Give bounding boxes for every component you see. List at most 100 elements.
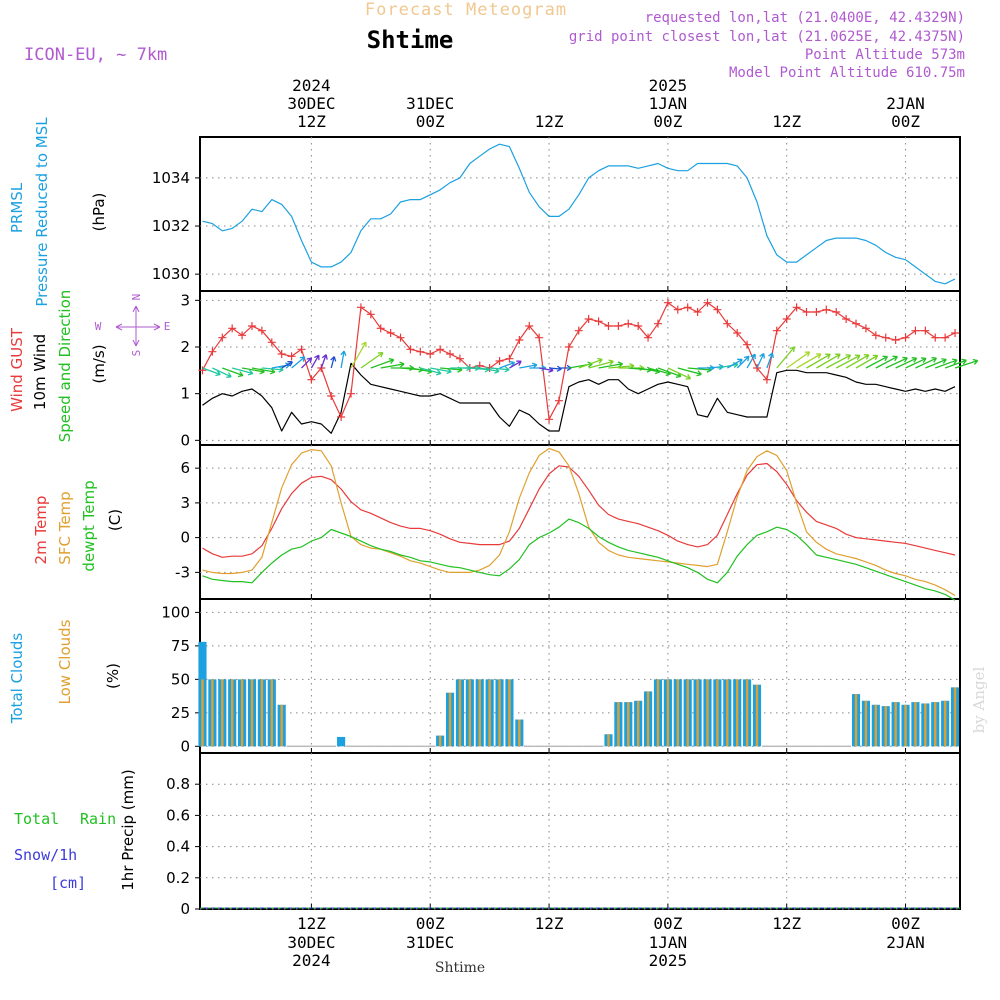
y-tick-label-precip: 0 — [180, 900, 190, 918]
gust-marker — [436, 345, 445, 354]
wind-label-10m: 10m Wind — [31, 334, 49, 410]
wind-direction-arrow — [261, 366, 284, 373]
gust-marker — [842, 315, 851, 323]
gust-marker — [287, 352, 296, 361]
low-cloud-bar — [627, 702, 630, 747]
gust-marker — [564, 343, 573, 351]
y-tick-label-precip: 0.2 — [166, 869, 190, 887]
low-cloud-bar — [686, 679, 689, 747]
compass-s: S — [130, 350, 143, 357]
gust-marker — [812, 308, 821, 316]
wind-direction-arrow — [826, 354, 852, 369]
y-tick-label-clouds: 100 — [161, 603, 190, 621]
bottom-time-label: 12Z — [535, 914, 564, 933]
gust-marker — [713, 305, 722, 314]
temp-dewpt-line — [202, 518, 956, 601]
low-cloud-bar — [280, 704, 283, 747]
gust-marker — [832, 308, 841, 316]
top-time-label: 12Z — [297, 112, 326, 131]
y-tick-label-temperature: 0 — [180, 529, 190, 547]
low-cloud-bar — [904, 704, 907, 747]
title-forecast-meteogram: Forecast Meteogram — [365, 0, 567, 20]
gust-marker — [545, 415, 554, 424]
gust-marker — [366, 310, 375, 319]
panel-frame-clouds — [199, 598, 961, 754]
low-cloud-bar — [636, 700, 640, 747]
low-cloud-bar — [478, 679, 481, 747]
pressure-unit: (hPa) — [90, 193, 108, 232]
gust-marker — [782, 315, 791, 323]
y-tick-label-wind: 1 — [180, 385, 190, 403]
gust-marker — [515, 336, 524, 344]
wind-direction-arrow — [291, 356, 306, 369]
bottom-time-label: 12Z — [297, 914, 326, 933]
y-tick-label-clouds: 50 — [171, 670, 190, 688]
low-cloud-bar — [696, 679, 699, 747]
grid-point-coords: grid point closest lon,lat (21.0625E, 42… — [569, 29, 965, 45]
wind-direction-arrow — [855, 354, 879, 369]
wind-direction-arrow — [380, 361, 405, 369]
gust-marker — [228, 324, 237, 333]
clouds-label-total: Total Clouds — [8, 633, 26, 725]
wind-direction-arrow — [736, 355, 750, 369]
gust-marker — [683, 303, 692, 312]
wind-direction-arrow — [588, 359, 614, 369]
low-cloud-bar — [716, 679, 719, 747]
wind-direction-arrow — [667, 367, 692, 380]
low-cloud-bar — [498, 679, 501, 747]
low-cloud-bar — [726, 679, 729, 747]
gust-marker — [446, 350, 455, 358]
low-cloud-bar — [745, 679, 749, 747]
wind-direction-arrow — [320, 354, 328, 369]
low-cloud-bar — [884, 706, 887, 747]
low-cloud-bar — [874, 704, 878, 747]
temp-unit: (C) — [106, 509, 124, 531]
low-cloud-bar — [914, 702, 917, 747]
low-cloud-bar — [617, 702, 620, 747]
gust-marker — [584, 315, 593, 323]
gust-marker — [307, 375, 316, 384]
gust-marker — [663, 298, 672, 307]
low-cloud-bar — [458, 679, 462, 747]
wind-direction-arrow — [202, 367, 221, 377]
gust-marker — [931, 333, 940, 342]
wind-direction-arrow — [212, 367, 232, 378]
gust-marker — [198, 366, 207, 375]
wind-direction-arrow — [281, 361, 294, 369]
y-tick-label-clouds: 0 — [180, 737, 190, 755]
low-cloud-bar — [201, 679, 204, 747]
temp-label-dewpt: dewpt Temp — [80, 480, 98, 571]
gust-marker — [911, 326, 920, 335]
gust-marker — [426, 350, 435, 358]
compass-rose: N E W S — [95, 294, 171, 357]
gust-marker — [644, 333, 653, 342]
wind-direction-arrow — [370, 358, 395, 369]
y-tick-label-clouds: 75 — [171, 637, 190, 655]
gust-marker — [356, 303, 365, 312]
wind-direction-arrow — [915, 357, 938, 369]
wind-label-speed-dir: Speed and Direction — [56, 290, 74, 443]
gust-marker — [861, 324, 870, 333]
panel-frame-pressure — [199, 136, 961, 292]
gust-marker — [723, 319, 732, 328]
gust-marker — [495, 357, 504, 365]
top-time-label: 12Z — [772, 112, 801, 131]
low-cloud-bar — [656, 679, 660, 747]
bottom-time-label: 2JAN — [886, 933, 925, 952]
top-time-label: 00Z — [416, 112, 445, 131]
low-cloud-bar — [448, 692, 452, 747]
watermark: by Angel — [970, 666, 988, 733]
low-cloud-bar — [508, 679, 511, 747]
low-cloud-bar — [270, 679, 274, 747]
gust-marker — [257, 326, 266, 335]
clouds-panel-labels: Total Clouds Low Clouds (%) — [8, 619, 122, 724]
bottom-time-label: 00Z — [891, 914, 920, 933]
y-tick-label-clouds: 25 — [171, 704, 190, 722]
y-tick-label-precip: 0.8 — [166, 775, 190, 793]
gust-marker — [921, 326, 930, 335]
gust-marker — [525, 322, 534, 330]
temp-sfc-line — [202, 447, 956, 597]
wind-direction-arrow — [786, 351, 811, 369]
wind-direction-arrow — [865, 355, 889, 369]
